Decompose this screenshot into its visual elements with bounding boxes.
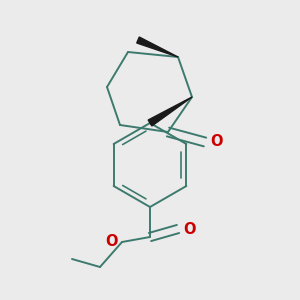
Text: O: O xyxy=(210,134,223,148)
Text: O: O xyxy=(183,221,196,236)
Polygon shape xyxy=(137,37,178,57)
Polygon shape xyxy=(148,97,192,126)
Text: O: O xyxy=(106,233,118,248)
